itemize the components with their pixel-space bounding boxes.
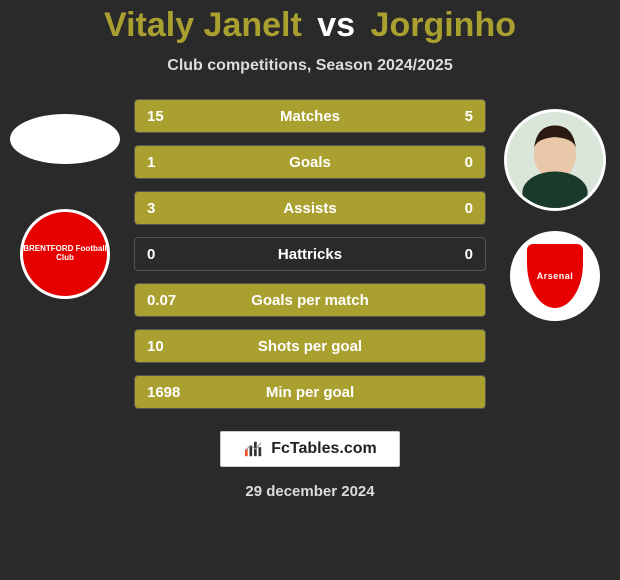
vs-text: vs [317,6,355,44]
stat-label: Min per goal [205,384,415,401]
stat-row: 3Assists0 [134,191,486,225]
stat-row: 15Matches5 [134,99,486,133]
stat-value-right: 0 [415,154,485,171]
player2-avatar [504,109,606,211]
stat-value-left: 1698 [135,384,205,401]
comparison-card: Vitaly Janelt vs Jorginho Club competiti… [0,0,620,580]
arsenal-shield-icon: Arsenal [527,244,583,308]
stat-row: 1Goals0 [134,145,486,179]
page-title: Vitaly Janelt vs Jorginho [0,6,620,45]
stat-label: Hattricks [205,246,415,263]
stat-label: Goals per match [205,292,415,309]
face-icon [507,112,603,208]
stat-label: Goals [205,154,415,171]
brand-badge[interactable]: FcTables.com [220,431,400,467]
footer: FcTables.com 29 december 2024 [0,431,620,500]
stat-value-left: 0 [135,246,205,263]
stat-label: Assists [205,200,415,217]
stat-row: 1698Min per goal [134,375,486,409]
stat-row: 0Hattricks0 [134,237,486,271]
stat-value-left: 0.07 [135,292,205,309]
right-side: Arsenal [500,99,620,421]
subtitle: Club competitions, Season 2024/2025 [0,57,620,75]
stat-value-left: 10 [135,338,205,355]
player1-name: Vitaly Janelt [104,6,302,44]
player2-club-badge: Arsenal [510,231,600,321]
chart-icon [243,440,265,458]
stat-row: 0.07Goals per match [134,283,486,317]
player1-avatar [10,114,120,164]
club-badge-text: Arsenal [537,271,574,281]
stat-value-right: 0 [415,246,485,263]
stat-label: Shots per goal [205,338,415,355]
stat-value-left: 15 [135,108,205,125]
stat-value-right: 0 [415,200,485,217]
footer-date: 29 december 2024 [0,483,620,500]
stat-value-right: 5 [415,108,485,125]
stat-label: Matches [205,108,415,125]
stats-table: 15Matches51Goals03Assists00Hattricks00.0… [120,99,500,421]
main-row: BRENTFORD Football Club 15Matches51Goals… [0,99,620,421]
stat-value-left: 3 [135,200,205,217]
player1-club-badge: BRENTFORD Football Club [20,209,110,299]
club-badge-text: BRENTFORD Football Club [23,245,107,263]
brand-text: FcTables.com [271,440,377,458]
stat-value-left: 1 [135,154,205,171]
stat-row: 10Shots per goal [134,329,486,363]
left-side: BRENTFORD Football Club [0,99,120,421]
player2-name: Jorginho [371,6,516,44]
